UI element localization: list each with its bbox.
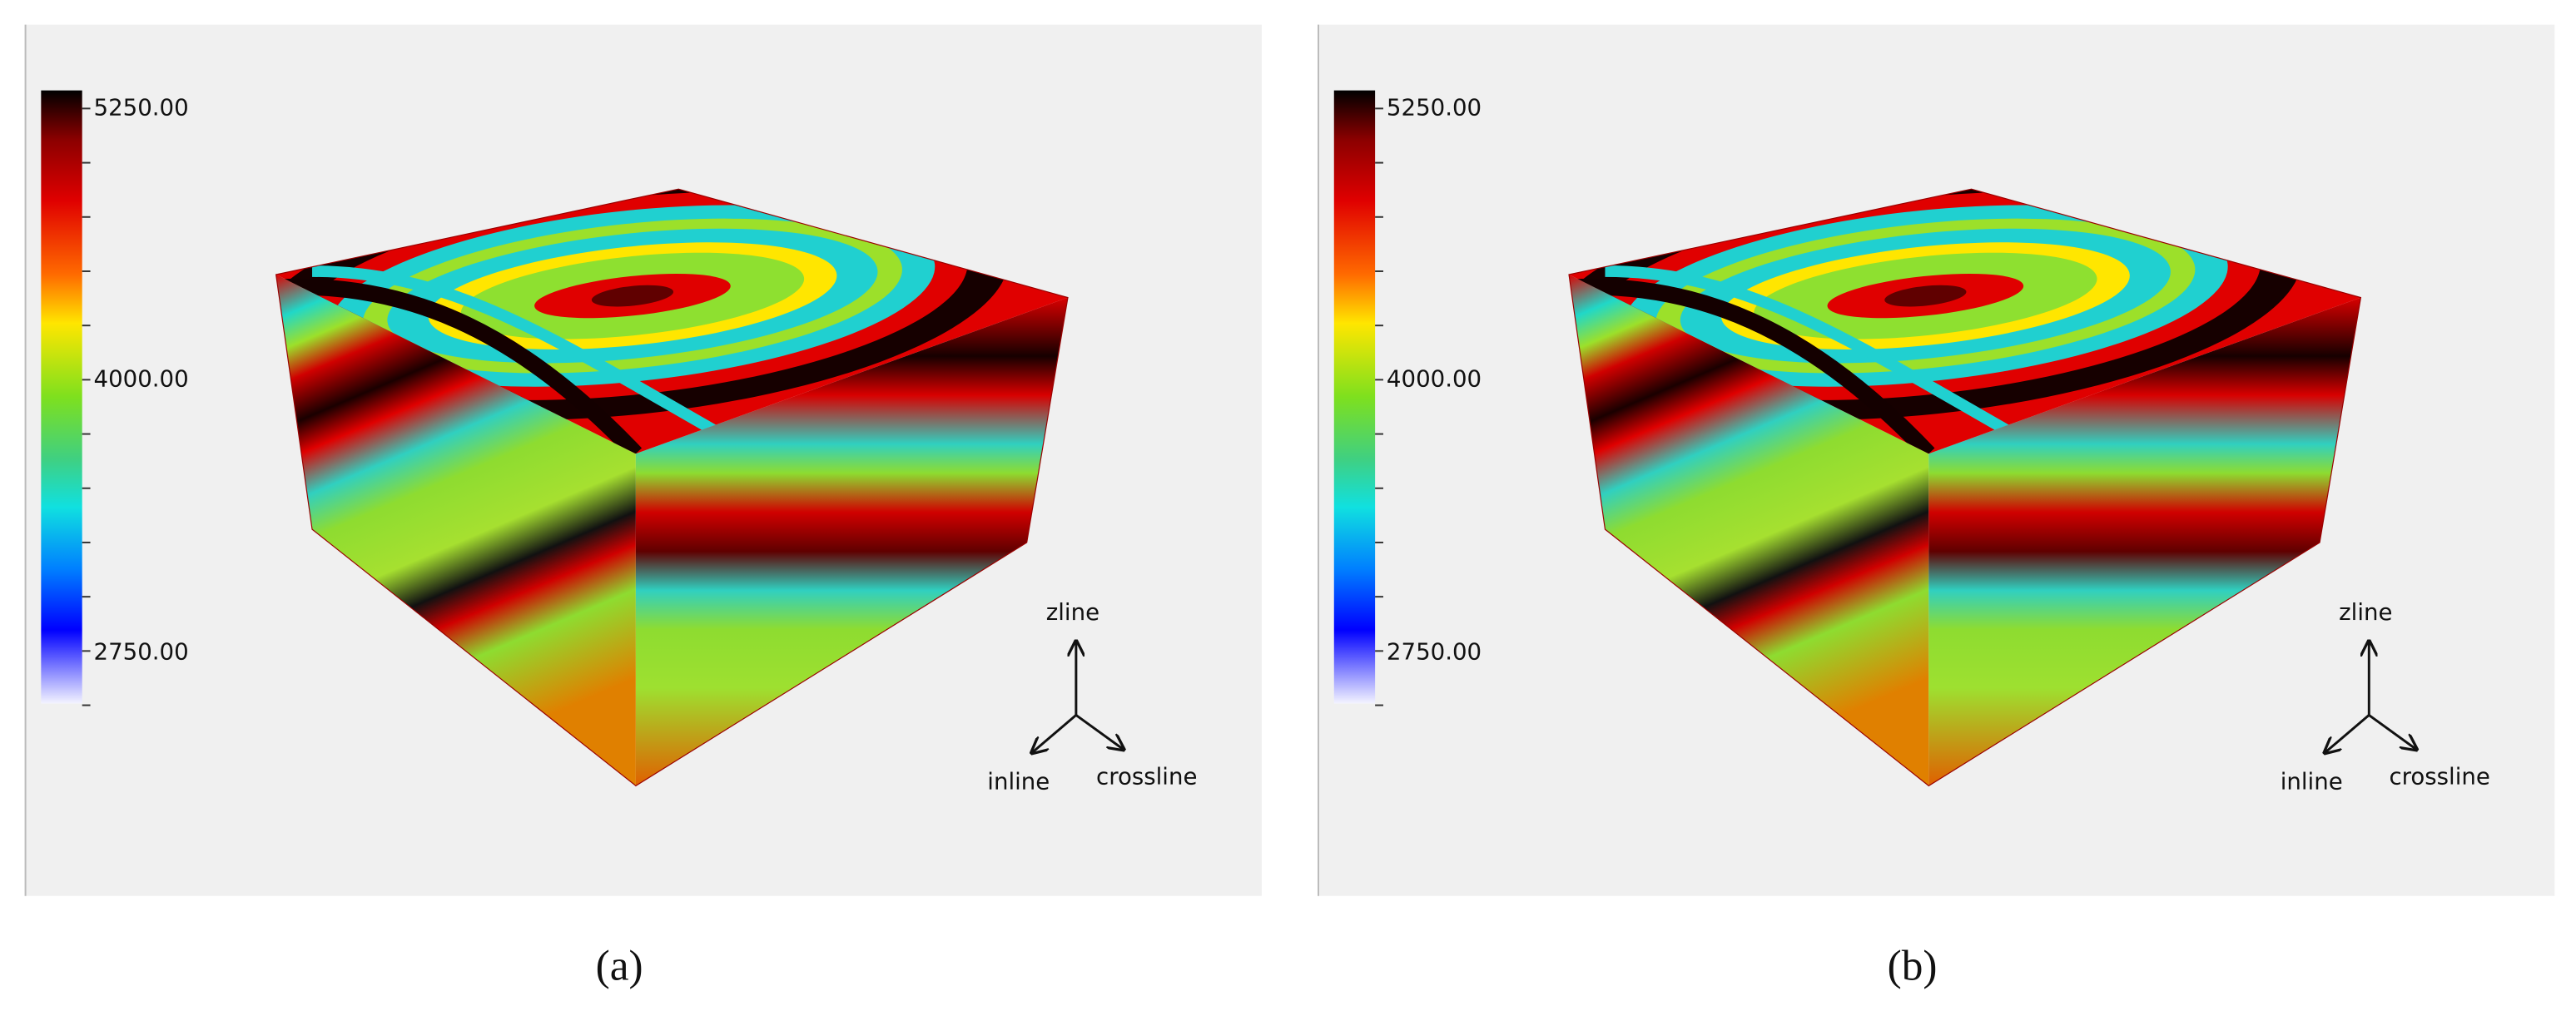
top-band <box>275 278 643 454</box>
colorbar-label: 4000.00 <box>1387 364 1482 392</box>
cube-outline <box>275 188 1069 787</box>
axis-label: inline <box>987 767 1050 795</box>
colorbar <box>41 90 82 704</box>
cube-right-face <box>1928 297 2361 786</box>
colorbar-label: 2750.00 <box>94 637 189 665</box>
caption: (b) <box>1888 942 1938 989</box>
axis-label: crossline <box>1096 762 1197 790</box>
caption: (a) <box>596 942 643 989</box>
cube-right-face <box>635 297 1069 786</box>
top-ring <box>1884 285 1967 307</box>
top-band <box>1569 278 1935 454</box>
colorbar-label: 5250.00 <box>1387 93 1482 121</box>
cube-outline <box>1568 188 2362 787</box>
axis-label: inline <box>2281 767 2343 795</box>
axis-label: zline <box>1046 598 1099 626</box>
top-band <box>1605 265 2011 436</box>
colorbar <box>1333 90 1376 704</box>
colorbar-label: 2750.00 <box>1387 637 1482 665</box>
colorbar-label: 4000.00 <box>94 364 189 392</box>
panel: 5250.00 4000.00 2750.00 zline inline crosslin… <box>24 24 1262 989</box>
top-band <box>312 265 718 436</box>
axis-label: crossline <box>2389 762 2489 790</box>
axis-arrow <box>1075 714 1124 749</box>
axis-arrow <box>1032 714 1077 752</box>
colorbar-label: 5250.00 <box>94 93 189 121</box>
axis-label: zline <box>2339 598 2392 626</box>
top-ring <box>591 285 674 307</box>
panel: 5250.00 4000.00 2750.00 zline inline crosslin… <box>1318 24 2555 989</box>
cube-left-face <box>1569 274 1929 786</box>
cube-left-face <box>275 274 636 786</box>
axis-arrow <box>2325 714 2370 752</box>
axis-arrow <box>2368 714 2416 749</box>
